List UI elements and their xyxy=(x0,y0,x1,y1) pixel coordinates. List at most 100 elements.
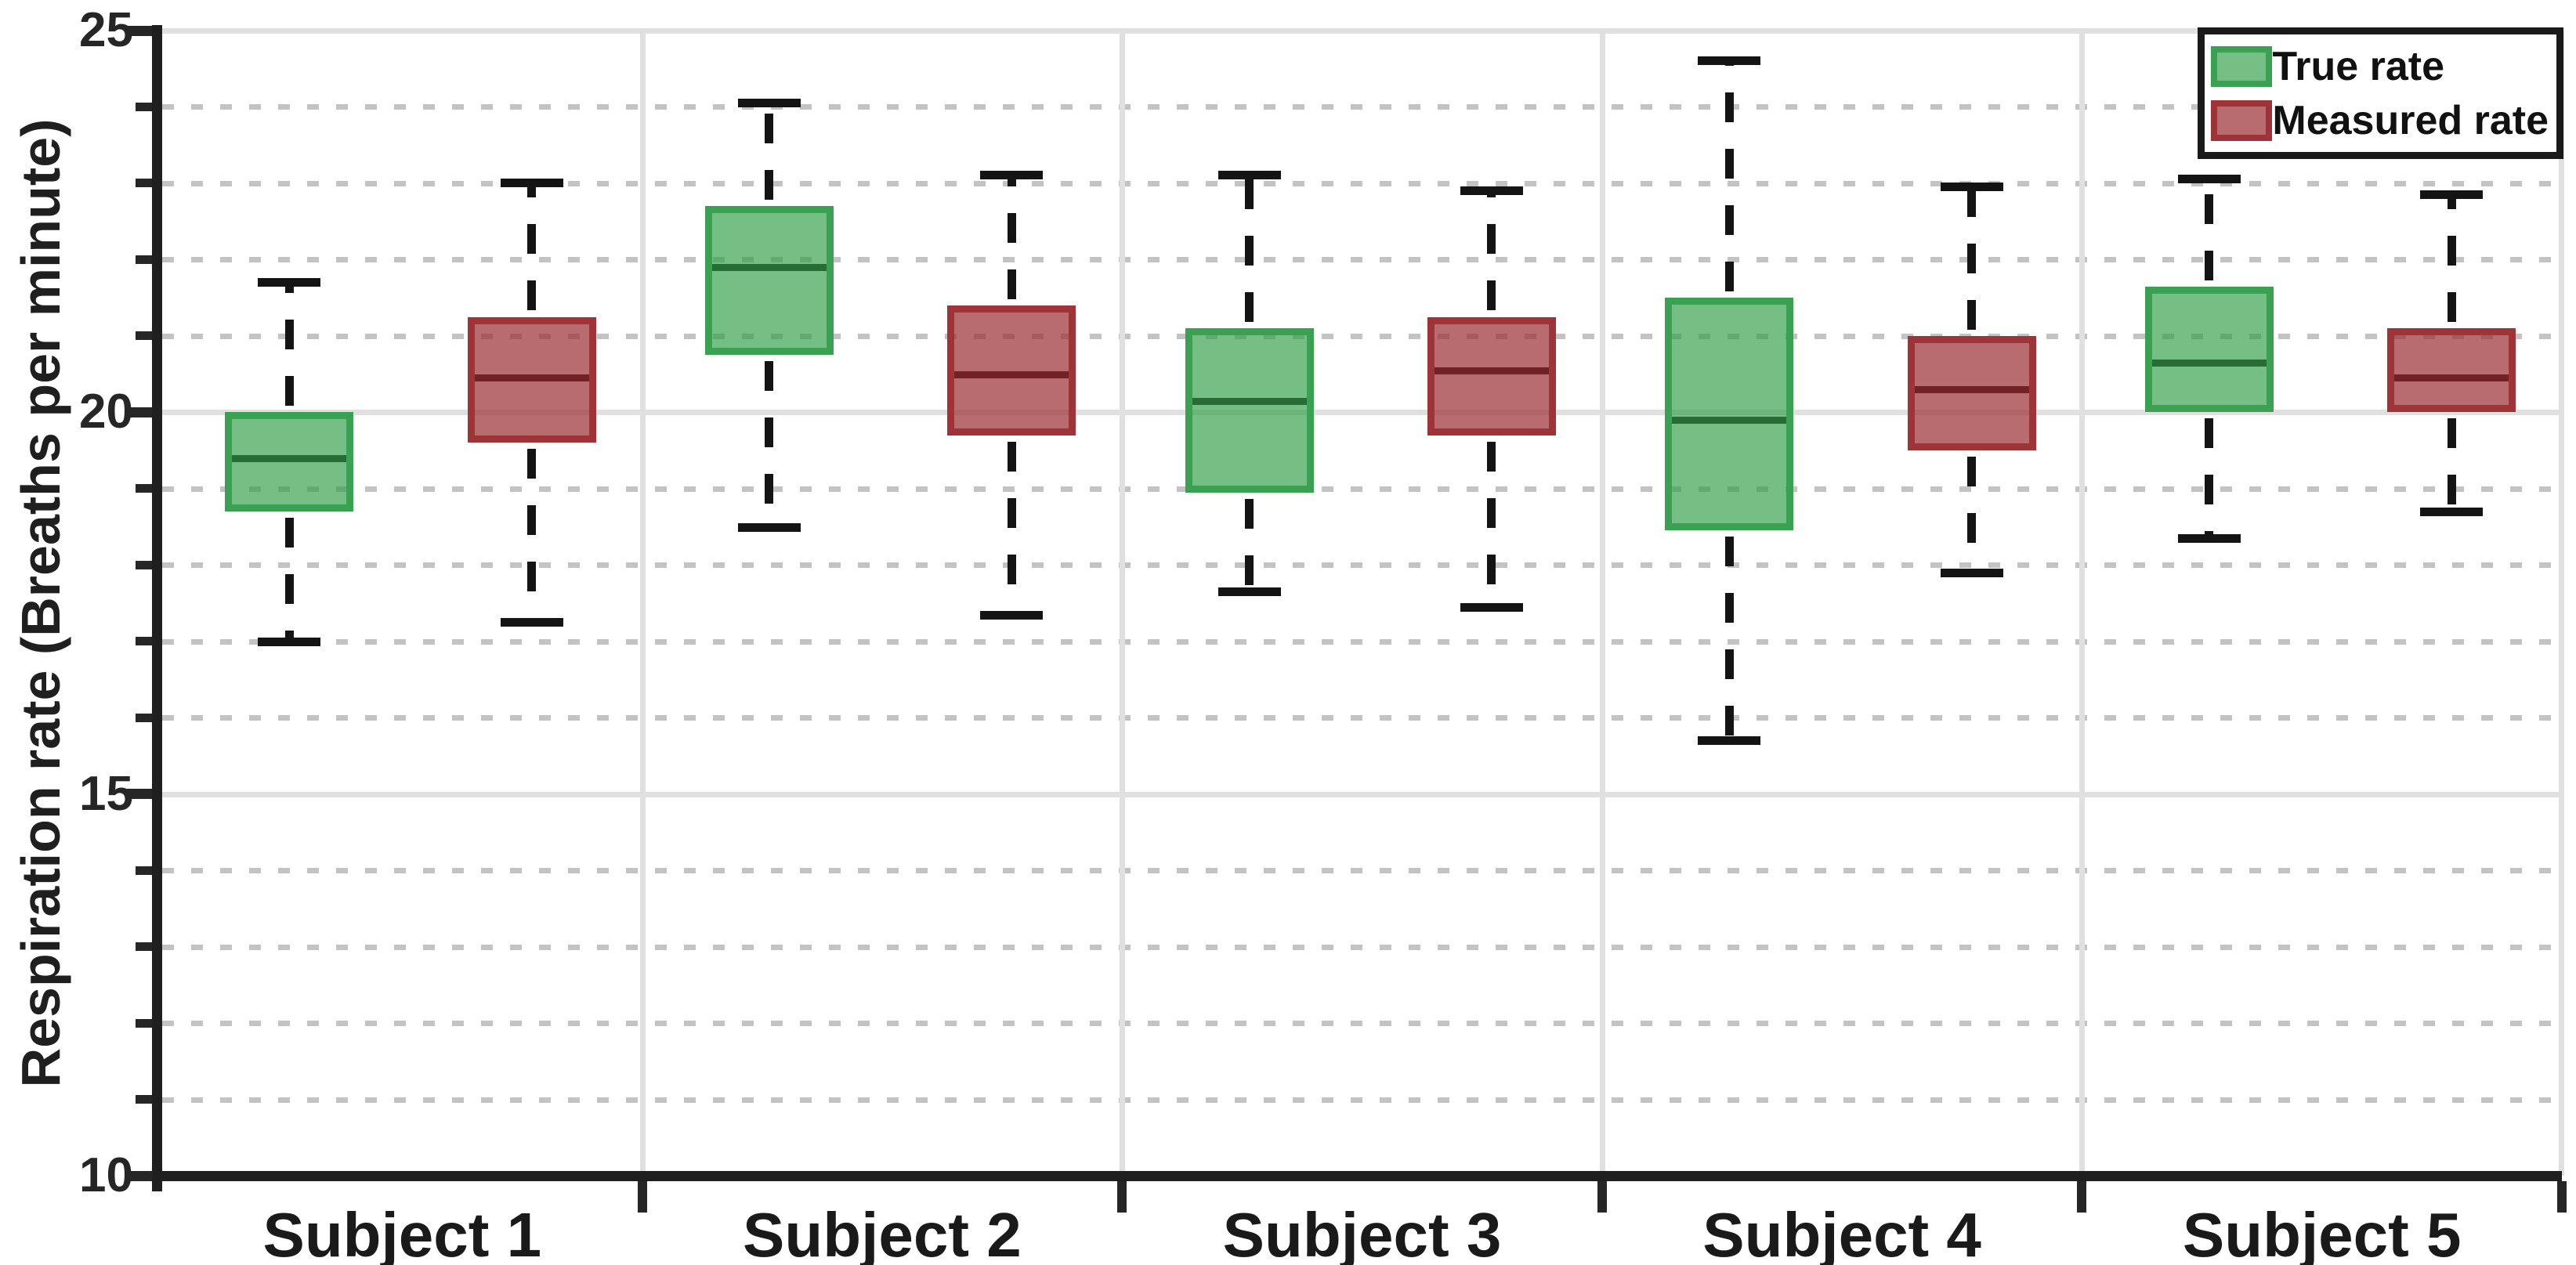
whisker-cap-bottom xyxy=(2177,534,2241,544)
median-line xyxy=(954,370,1069,378)
whisker-lower xyxy=(765,355,774,527)
median-line xyxy=(1434,367,1549,374)
minor-gridline xyxy=(162,944,2562,950)
x-tick xyxy=(1597,1181,1607,1213)
median-line xyxy=(1914,386,2029,394)
category-boundary-gridline xyxy=(639,31,646,1176)
y-tick-label: 15 xyxy=(79,766,133,821)
box-true-rate xyxy=(2144,286,2274,413)
y-minor-tick xyxy=(136,255,152,264)
y-minor-tick xyxy=(136,484,152,493)
y-minor-tick xyxy=(136,560,152,569)
box-true-rate xyxy=(1185,328,1314,493)
plot-right-border xyxy=(2559,31,2564,1176)
x-axis-line xyxy=(152,1171,2562,1181)
whisker-cap-bottom xyxy=(1698,736,1761,746)
minor-gridline xyxy=(162,562,2562,569)
whisker-upper xyxy=(1007,175,1016,305)
y-minor-tick xyxy=(136,102,152,111)
true-rate-swatch-icon xyxy=(2211,45,2273,87)
box-true-rate xyxy=(704,206,834,356)
y-minor-tick xyxy=(136,179,152,188)
whisker-lower xyxy=(1967,450,1976,573)
legend-entry-true-rate: True rate xyxy=(2211,39,2549,93)
y-major-tick xyxy=(127,407,152,417)
y-axis-line xyxy=(152,25,162,1191)
whisker-upper xyxy=(1724,60,1734,298)
minor-gridline xyxy=(162,180,2562,186)
whisker-lower xyxy=(1245,492,1254,592)
y-axis-title: Respiration rate (Breaths per minute) xyxy=(10,118,71,1088)
minor-gridline xyxy=(162,486,2562,492)
y-tick-label: 20 xyxy=(79,385,133,439)
median-line xyxy=(2394,374,2509,382)
y-minor-tick xyxy=(136,713,152,722)
y-tick-label: 25 xyxy=(79,3,133,57)
x-tick xyxy=(2557,1181,2567,1213)
minor-gridline xyxy=(162,868,2562,874)
median-line xyxy=(711,264,827,272)
y-minor-tick xyxy=(136,637,152,646)
measured-rate-swatch-icon xyxy=(2211,99,2273,141)
whisker-cap-bottom xyxy=(980,610,1044,620)
x-category-label: Subject 5 xyxy=(2182,1200,2462,1265)
whisker-upper xyxy=(1245,175,1254,329)
box-true-rate xyxy=(1665,298,1794,531)
median-line xyxy=(232,454,347,462)
whisker-cap-bottom xyxy=(258,637,321,646)
whisker-lower xyxy=(1724,530,1734,741)
major-gridline xyxy=(162,410,2562,416)
whisker-cap-top xyxy=(1217,171,1281,180)
x-category-label: Subject 2 xyxy=(743,1200,1022,1265)
y-major-tick xyxy=(127,1170,152,1181)
whisker-upper xyxy=(2447,194,2456,329)
median-line xyxy=(1192,397,1307,405)
category-boundary-gridline xyxy=(2079,31,2086,1176)
median-line xyxy=(2151,359,2267,367)
whisker-upper xyxy=(527,183,537,317)
major-gridline xyxy=(162,791,2562,797)
y-minor-tick xyxy=(136,1018,152,1028)
minor-gridline xyxy=(162,104,2562,110)
minor-gridline xyxy=(162,333,2562,339)
median-line xyxy=(1672,417,1787,425)
whisker-cap-top xyxy=(2177,175,2241,184)
whisker-cap-top xyxy=(2420,190,2484,199)
y-minor-tick xyxy=(136,1095,152,1104)
category-boundary-gridline xyxy=(1599,31,1605,1176)
whisker-upper xyxy=(765,103,774,207)
whisker-cap-top xyxy=(980,171,1044,180)
whisker-lower xyxy=(527,443,537,623)
y-major-tick xyxy=(127,789,152,800)
legend-entry-measured-rate: Measured rate xyxy=(2211,93,2549,147)
whisker-cap-bottom xyxy=(1940,569,2003,577)
whisker-cap-top xyxy=(1460,186,1523,195)
minor-gridline xyxy=(162,715,2562,721)
legend-label-measured-rate: Measured rate xyxy=(2272,97,2549,143)
box-measured-rate xyxy=(2387,328,2516,413)
box-measured-rate xyxy=(947,305,1076,436)
x-category-label: Subject 1 xyxy=(262,1200,542,1265)
whisker-cap-top xyxy=(500,178,563,187)
box-measured-rate xyxy=(1427,316,1556,436)
whisker-cap-bottom xyxy=(500,618,563,627)
category-boundary-gridline xyxy=(1120,31,1126,1176)
minor-gridline xyxy=(162,638,2562,645)
x-tick xyxy=(637,1181,647,1213)
whisker-lower xyxy=(1007,435,1016,615)
whisker-upper xyxy=(2205,179,2214,287)
legend-label-true-rate: True rate xyxy=(2272,43,2445,89)
whisker-cap-top xyxy=(1940,182,2003,191)
median-line xyxy=(474,374,589,382)
minor-gridline xyxy=(162,257,2562,263)
whisker-lower xyxy=(1487,435,1496,607)
whisker-upper xyxy=(1967,186,1976,336)
x-category-label: Subject 3 xyxy=(1222,1200,1502,1265)
minor-gridline xyxy=(162,1021,2562,1027)
whisker-cap-bottom xyxy=(2420,508,2484,517)
whisker-lower xyxy=(2447,412,2456,512)
whisker-upper xyxy=(1487,190,1496,317)
y-minor-tick xyxy=(136,331,152,341)
x-category-label: Subject 4 xyxy=(1702,1200,1981,1265)
